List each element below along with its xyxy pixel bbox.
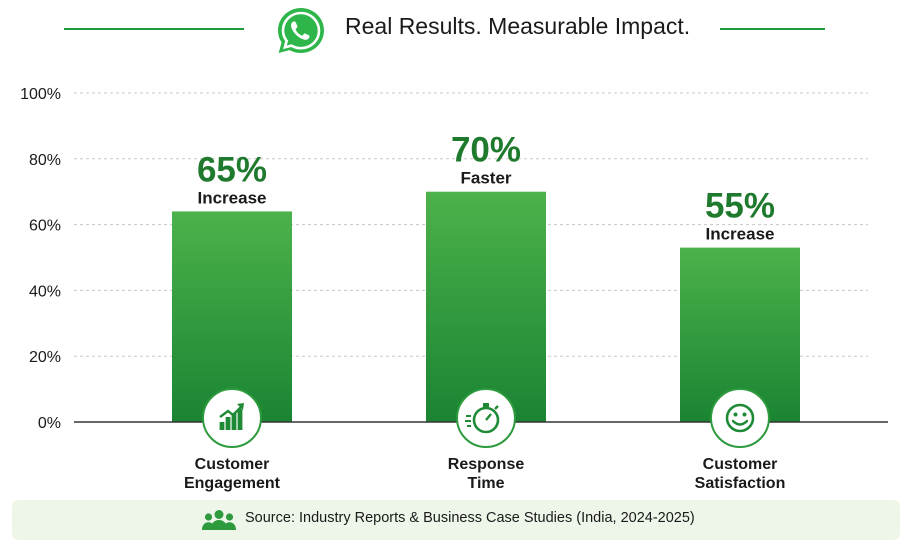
smiley-icon <box>710 388 770 448</box>
source-text: Source: Industry Reports & Business Case… <box>245 510 695 526</box>
category-label-line2: Time <box>467 475 504 492</box>
bar-value-label: 70% <box>451 131 521 170</box>
bar <box>172 211 292 422</box>
growth-chart-icon <box>202 388 262 448</box>
stopwatch-icon <box>456 388 516 448</box>
category-label-line2: Satisfaction <box>695 475 786 492</box>
category-label-line2: Engagement <box>184 475 281 492</box>
bar-value-label: 65% <box>197 150 267 189</box>
category-label-line1: Response <box>448 456 525 473</box>
bar-value-label: 55% <box>705 187 775 226</box>
category-label-line1: Customer <box>195 456 270 473</box>
y-tick-label: 0% <box>38 415 61 432</box>
y-tick-label: 60% <box>29 218 61 235</box>
category-labels: Customer Engagement Response Time Customer Sa… <box>184 456 785 492</box>
category-label-line1: Customer <box>703 456 778 473</box>
y-tick-label: 80% <box>29 152 61 169</box>
y-axis-ticks: 0% 20% 40% 60% 80% 100% <box>20 86 61 432</box>
category-icons <box>202 388 770 448</box>
bar-sublabel: Increase <box>706 225 775 244</box>
whatsapp-icon <box>274 4 328 58</box>
y-tick-label: 40% <box>29 283 61 300</box>
source-footer: Source: Industry Reports & Business Case… <box>12 500 900 540</box>
bar-sublabel: Faster <box>460 169 511 188</box>
header-rule-left <box>64 28 244 30</box>
header: Real Results. Measurable Impact. <box>0 0 909 62</box>
y-tick-label: 100% <box>20 86 61 103</box>
people-group-icon <box>202 509 236 531</box>
page-title: Real Results. Measurable Impact. <box>345 13 691 39</box>
header-rule-right <box>720 28 825 30</box>
bar-chart: 0%20%40%60%80%100% 65%Increase70%Faster5… <box>20 86 888 492</box>
bar-sublabel: Increase <box>198 188 267 207</box>
bar <box>426 191 546 422</box>
y-tick-label: 20% <box>29 349 61 366</box>
